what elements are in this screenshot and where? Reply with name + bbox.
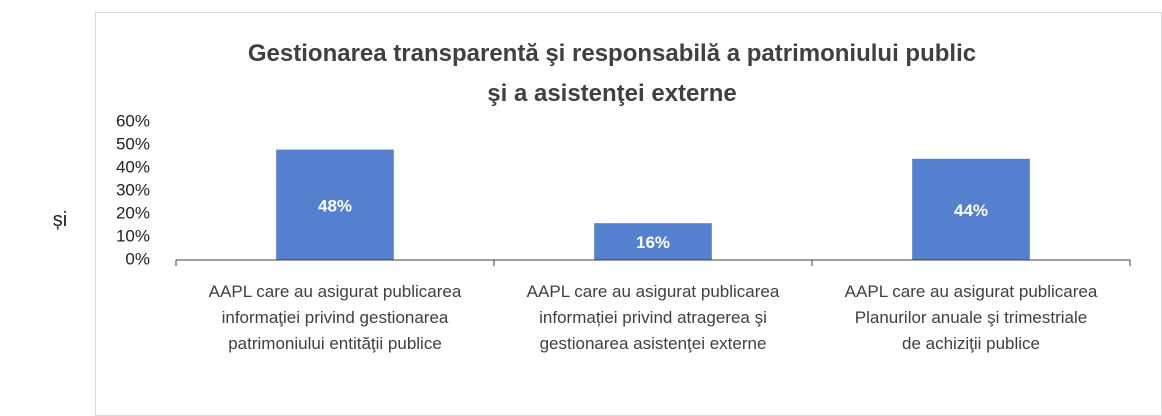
side-text: și [52,209,68,231]
x-tick-label: AAPL care au asigurat publicarea informa… [526,282,780,353]
value-label: 16% [636,233,670,252]
bar [912,158,1030,260]
value-label: 48% [318,196,352,215]
y-tick-label: 10% [116,226,150,245]
y-tick-label: 40% [116,157,150,176]
value-label: 44% [954,201,988,220]
y-tick-label: 20% [116,203,150,222]
bar [276,149,394,260]
y-tick-label: 0% [125,249,150,268]
y-tick-label: 60% [116,111,150,130]
bar [594,223,712,260]
y-tick-label: 50% [116,134,150,153]
x-tick-label: AAPL care au asigurat publicarea informa… [208,282,462,353]
x-tick-label: AAPL care au asigurat publicarea Planuri… [844,282,1098,353]
y-tick-label: 30% [116,180,150,199]
chart-title: Gestionarea transparentă şi responsabilă… [247,40,977,107]
